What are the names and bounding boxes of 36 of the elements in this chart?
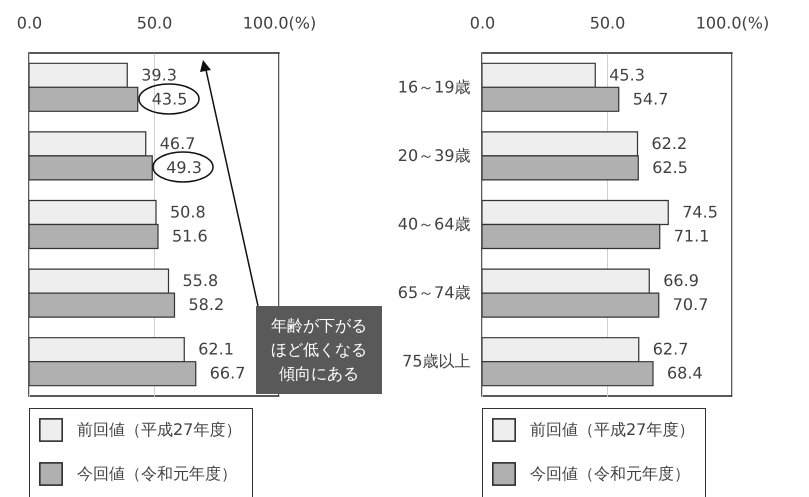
data-label: 66.7 [210,364,246,383]
data-label: 70.7 [672,295,708,314]
data-label: 68.4 [667,364,703,383]
legend-label: 前回値（平成27年度） [530,420,694,439]
x-tick-label: 50.0 [136,14,172,32]
data-label: 74.5 [682,202,718,222]
data-label: 62.7 [652,340,688,359]
annotation: 年齢が下がるほど低くなる傾向にある [256,306,382,394]
legend-label: 今回値（令和元年度） [530,464,690,483]
data-label: 45.3 [609,65,645,84]
data-label: 55.8 [182,271,218,290]
x-tick-label: 50.0 [590,14,626,32]
data-label: 62.2 [652,134,688,153]
data-label: 58.2 [188,295,224,314]
data-label: 62.1 [198,340,234,359]
data-label: 54.7 [632,89,668,108]
data-label: 49.3 [166,158,202,177]
data-label: 46.7 [160,134,196,153]
y-tick-label: 65～74歳 [398,283,470,302]
legend-label: 前回値（平成27年度） [77,420,242,439]
x-tick-label: 0.0 [470,14,496,32]
legend-label: 今回値（令和元年度） [77,464,237,483]
data-label: 39.3 [141,65,177,84]
data-label: 71.1 [674,226,710,246]
y-tick-label: 40～64歳 [398,214,470,234]
data-label: 50.8 [170,202,206,222]
x-tick-label: 100.0(%) [696,14,770,32]
x-tick-label: 0.0 [16,14,42,32]
data-label: 62.5 [652,158,688,177]
y-tick-label: 16～19歳 [398,77,470,96]
data-label: 66.9 [663,271,699,290]
y-tick-label: 75歳以上 [402,352,470,371]
x-tick-label: 100.0(%) [242,14,316,32]
y-tick-label: 20～39歳 [398,146,470,165]
data-label: 51.6 [172,226,208,246]
data-label: 43.5 [152,89,188,108]
